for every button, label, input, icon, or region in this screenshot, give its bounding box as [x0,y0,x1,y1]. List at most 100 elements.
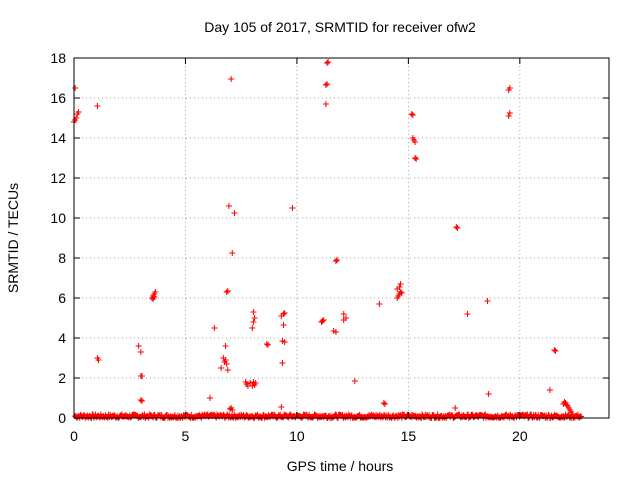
data-point [453,224,460,230]
data-point [280,311,287,317]
data-point [412,155,419,161]
data-point [151,294,158,300]
data-point [381,401,388,407]
y-tick-label: 16 [50,90,66,106]
data-point [334,257,341,263]
data-point [75,109,82,115]
data-point [278,404,285,410]
data-point [413,156,420,162]
data-point [546,387,553,393]
y-tick-label: 8 [58,250,66,266]
data-point [251,315,258,321]
data-point [380,400,387,406]
y-tick-label: 4 [58,330,66,346]
data-point [135,343,142,349]
data-point [224,288,231,294]
y-tick-label: 6 [58,290,66,306]
y-tick-label: 18 [50,50,66,66]
data-point [228,76,235,82]
data-point [225,203,232,209]
data-point [320,317,327,323]
data-point [505,113,512,119]
data-point [408,111,415,117]
data-point [137,349,144,355]
data-point [342,315,349,321]
x-axis-label: GPS time / hours [287,458,394,474]
data-point [319,318,326,324]
data-point [152,289,159,295]
data-point [263,341,270,347]
x-tick-label: 0 [70,428,78,444]
data-point [250,319,257,325]
x-tick-labels: 0 5 10 15 20 [70,428,528,444]
data-point [351,378,358,384]
data-point [231,210,238,216]
data-point [289,205,296,211]
data-point [249,325,256,331]
data-point [206,395,213,401]
y-axis-label: SRMTID / TECUs [5,183,21,293]
data-point [376,301,383,307]
data-point [340,311,347,317]
x-tick-label: 5 [182,428,190,444]
data-point [506,85,513,91]
data-point [281,339,288,345]
data-point [279,360,286,366]
data-point [397,281,404,287]
chart-title: Day 105 of 2017, SRMTID for receiver ofw… [204,19,476,35]
x-tick-label: 10 [289,428,305,444]
data-point [452,405,459,411]
axis-ticks [73,57,609,419]
x-tick-label: 15 [401,428,417,444]
data-point [409,112,416,118]
grid-lines [74,58,609,418]
data-point [485,391,492,397]
data-point [325,59,332,65]
x-tick-label: 20 [512,428,528,444]
data-point [229,407,236,413]
data-point [138,373,145,379]
data-point [95,357,102,363]
data-point [454,225,461,231]
data-point [324,60,331,66]
baseline-point [578,413,585,420]
data-point [223,361,230,367]
data-point [218,365,225,371]
data-point [506,110,513,116]
data-points [71,59,576,417]
data-point [264,342,271,348]
data-point [138,398,145,404]
y-tick-labels: 0 2 4 6 8 10 12 14 16 18 [50,50,66,426]
y-tick-label: 10 [50,210,66,226]
data-point [72,85,79,91]
data-point [398,290,405,296]
data-point [137,397,144,403]
y-tick-label: 2 [58,370,66,386]
plot-frame [73,57,610,419]
data-point [223,289,230,295]
data-point [222,357,229,363]
data-point [211,325,218,331]
data-point [94,103,101,109]
data-point [464,311,471,317]
data-point [332,329,339,335]
data-point [412,139,419,145]
data-point [281,310,288,316]
data-point [332,258,339,264]
data-point [229,250,236,256]
data-point [551,347,558,353]
y-tick-label: 12 [50,170,66,186]
y-tick-label: 0 [58,410,66,426]
data-point [569,411,576,417]
y-tick-label: 14 [50,130,66,146]
data-point [322,82,329,88]
data-point [280,322,287,328]
data-point [552,348,559,354]
data-point [324,81,331,87]
data-point [252,380,259,386]
data-point [322,101,329,107]
data-point [224,367,231,373]
data-point [396,284,403,290]
